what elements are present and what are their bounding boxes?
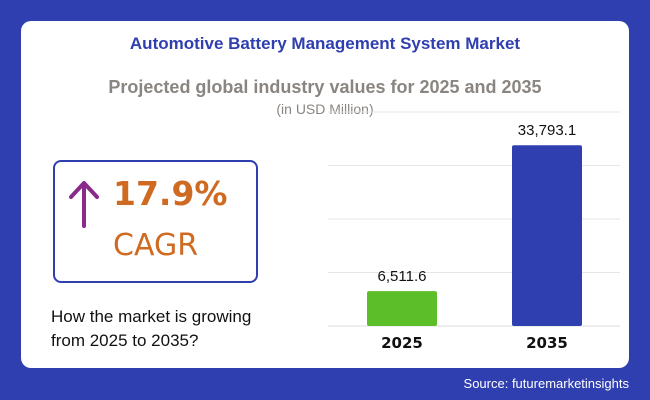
x-tick-label-2025: 2025 [381,334,423,352]
data-label-2025: 6,511.6 [378,268,427,285]
chart-card: Automotive Battery Management System Mar… [21,21,629,368]
source-note: Source: futuremarketinsights [463,376,629,391]
cagr-value: 17.9% [113,174,228,213]
up-arrow-icon [69,181,99,228]
growth-question-line-1: How the market is growing [51,307,252,326]
cagr-label: CAGR [113,228,199,263]
growth-question: How the market is growing from 2025 to 2… [51,305,291,353]
chart-title: Automotive Battery Management System Mar… [129,34,521,53]
bar-2025 [367,291,437,326]
bar-chart: 6,511.6 2025 33,793.1 2035 [328,111,620,352]
x-tick-label-2035: 2035 [526,334,568,352]
growth-question-line-2: from 2025 to 2035? [51,331,199,350]
chart-subtitle: Projected global industry values for 202… [108,77,542,97]
data-label-2035: 33,793.1 [518,122,576,139]
unit-label: (in USD Million) [276,101,374,117]
cagr-box: 17.9% CAGR [53,160,258,283]
bar-2035 [512,145,582,326]
